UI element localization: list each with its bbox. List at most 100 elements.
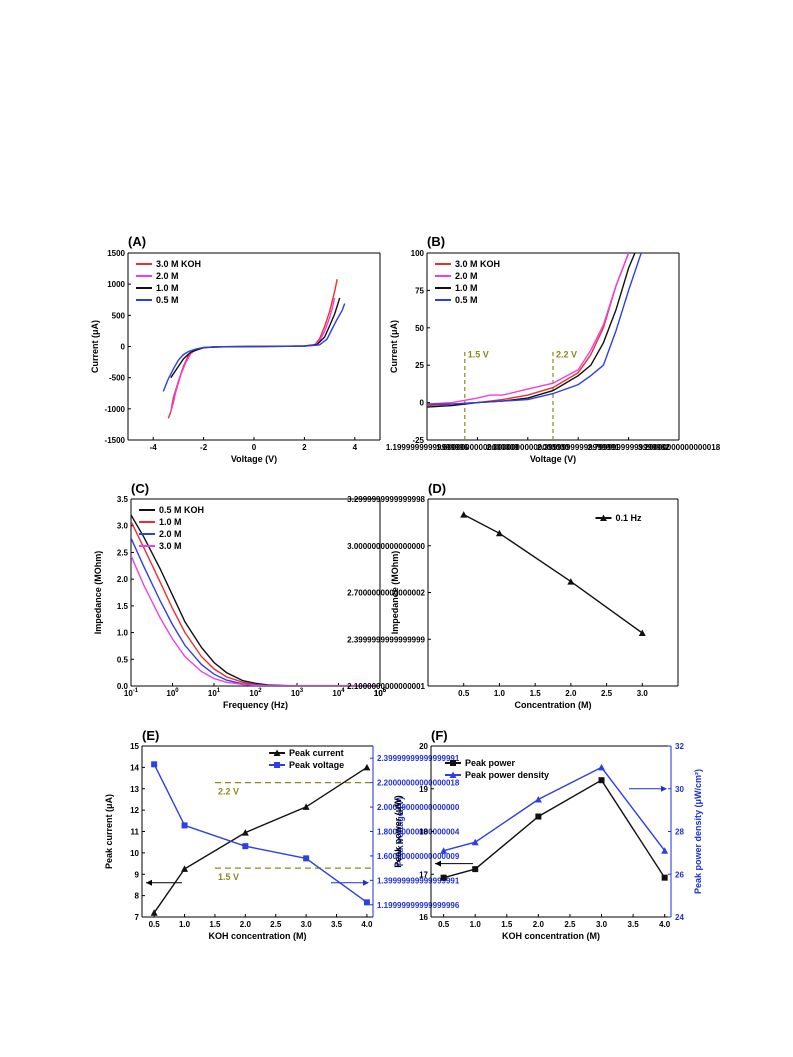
legend-label: 0.5 M (455, 295, 478, 305)
series-line-4 (427, 253, 642, 405)
x-tick-label: 1.0 (179, 920, 191, 929)
panel-label: (D) (428, 481, 446, 496)
data-point (303, 855, 310, 862)
x-tick-label: 3.0 (637, 689, 649, 698)
series-line-2 (427, 253, 630, 405)
data-point (150, 909, 158, 916)
x-tick-label: 3.0 (301, 920, 313, 929)
x-tick-label: 1.0 (494, 689, 506, 698)
x-tick-label: -2 (200, 443, 208, 452)
legend-label: 1.0 M (159, 517, 182, 527)
data-point (181, 822, 188, 829)
y2-tick-label: 2.00000000000000000 (377, 803, 460, 812)
y-axis-label: Impedance (MOhm) (93, 551, 103, 635)
annotation-label: 1.5 V (218, 872, 239, 882)
data-point (242, 843, 249, 850)
y-tick-label: 9 (135, 870, 140, 879)
y-tick-label: 2.0 (117, 575, 129, 584)
data-point (302, 803, 310, 810)
y-tick-label: 0.5 (117, 655, 129, 664)
x-tick-label: 4.0 (659, 920, 671, 929)
y2-tick-label: 24 (675, 913, 684, 922)
y-tick-label: 3.0 (117, 522, 129, 531)
y-tick-label: 2.3999999999999999 (347, 635, 425, 644)
legend-label: 3.0 M KOH (455, 259, 500, 269)
annotation-label: 1.5 V (468, 350, 489, 360)
y-tick-label: 10 (130, 849, 139, 858)
y-tick-label: 18 (419, 828, 428, 837)
x-tick-label: 2.00000000000000000 (487, 443, 570, 452)
y2-tick-label: 30 (675, 785, 684, 794)
x-tick-label: 2.0 (533, 920, 545, 929)
data-point (472, 866, 479, 873)
x-tick-label: 105 (374, 688, 387, 698)
chart-panel-5: (F) 0.5 1.0 1.5 2.0 2.5 3.0 3.5 4.0 16 17 18 19 20 24 2… (393, 728, 703, 941)
right-axis-arrowhead (363, 879, 369, 886)
y-tick-label: 0 (121, 343, 126, 352)
data-point (534, 795, 542, 803)
y-axis-label: Impedance (MOhm) (390, 551, 400, 635)
data-point (363, 899, 370, 906)
legend-marker (273, 749, 281, 756)
x-axis-label: Voltage (V) (231, 454, 277, 464)
y2-axis-label: Peak power density (μW/cm²) (693, 769, 703, 894)
y-tick-label: 19 (419, 785, 428, 794)
x-tick-label: 106 (374, 688, 387, 698)
y2-tick-label: 1.80000000000000004 (377, 828, 460, 837)
y-tick-label: 1.5 (117, 602, 129, 611)
x-tick-label: 3.20000000000000018 (638, 443, 721, 452)
series-line-1 (153, 766, 368, 914)
data-point (363, 763, 371, 771)
x-tick-label: 3.5 (628, 920, 640, 929)
data-point (181, 865, 189, 872)
data-point (661, 874, 668, 881)
panel-label: (F) (431, 728, 448, 743)
panel-label: (E) (142, 728, 159, 743)
series-line-4 (162, 303, 346, 392)
y-tick-label: 2.1000000000000001 (347, 682, 425, 691)
data-point (598, 777, 605, 784)
x-tick-label: 0.5 (149, 920, 161, 929)
x-tick-label: 2.79999999999999982 (587, 443, 670, 452)
x-tick-label: 0.5 (458, 689, 470, 698)
series-line-4 (131, 555, 380, 686)
y-tick-label: 8 (135, 892, 140, 901)
x-axis-label: KOH concentration (M) (502, 931, 600, 941)
chart-panel-0: (A) -4 -2 0 2 4 -1500 -1000 -500 0 500 1000 1500 Volt… (90, 234, 381, 464)
y-tick-label: 20 (419, 742, 428, 751)
left-axis-arrowhead (435, 860, 441, 867)
data-point (495, 529, 503, 537)
y-tick-label: 17 (419, 870, 428, 879)
y-tick-label: 12 (130, 806, 139, 815)
legend-label: 0.5 M KOH (159, 505, 204, 515)
y2-tick-label: 28 (675, 828, 684, 837)
y-tick-label: 1500 (107, 249, 125, 258)
x-tick-label: 2.0 (240, 920, 252, 929)
x-tick-label: 2.5 (270, 920, 282, 929)
y2-tick-label: 2.20000000000000018 (377, 779, 460, 788)
y-tick-label: 100 (411, 249, 425, 258)
chart-panel-3: (D) 0.5 1.0 1.5 2.0 2.5 3.0 2.1000000000000001 2… (347, 481, 679, 710)
x-tick-label: 102 (249, 688, 262, 698)
y-tick-label: 500 (112, 311, 126, 320)
data-point (440, 874, 447, 881)
x-tick-label: 4.0 (361, 920, 373, 929)
y-axis-label: Peak power (μW) (393, 795, 403, 868)
x-tick-label: -4 (150, 443, 158, 452)
y-tick-label: -1500 (105, 436, 126, 445)
chart-panel-1: (B) 1.199999999999999961.6000000000000000… (386, 234, 721, 464)
panel-label: (C) (131, 481, 149, 496)
panel-label: (B) (427, 234, 445, 249)
y2-tick-label: 1.39999999999999991 (377, 876, 460, 885)
y-tick-label: 75 (415, 286, 424, 295)
x-tick-label: 104 (332, 688, 345, 698)
y-tick-label: 14 (130, 763, 139, 772)
x-tick-label: 101 (208, 688, 221, 698)
y2-tick-label: 1.60000000000000009 (377, 852, 460, 861)
legend-label: 2.0 M (156, 271, 179, 281)
legend-label: 3.0 M (159, 541, 182, 551)
y-tick-label: 11 (131, 828, 140, 837)
y-tick-label: 2.7000000000000002 (347, 589, 425, 598)
series-line-3 (131, 537, 380, 686)
